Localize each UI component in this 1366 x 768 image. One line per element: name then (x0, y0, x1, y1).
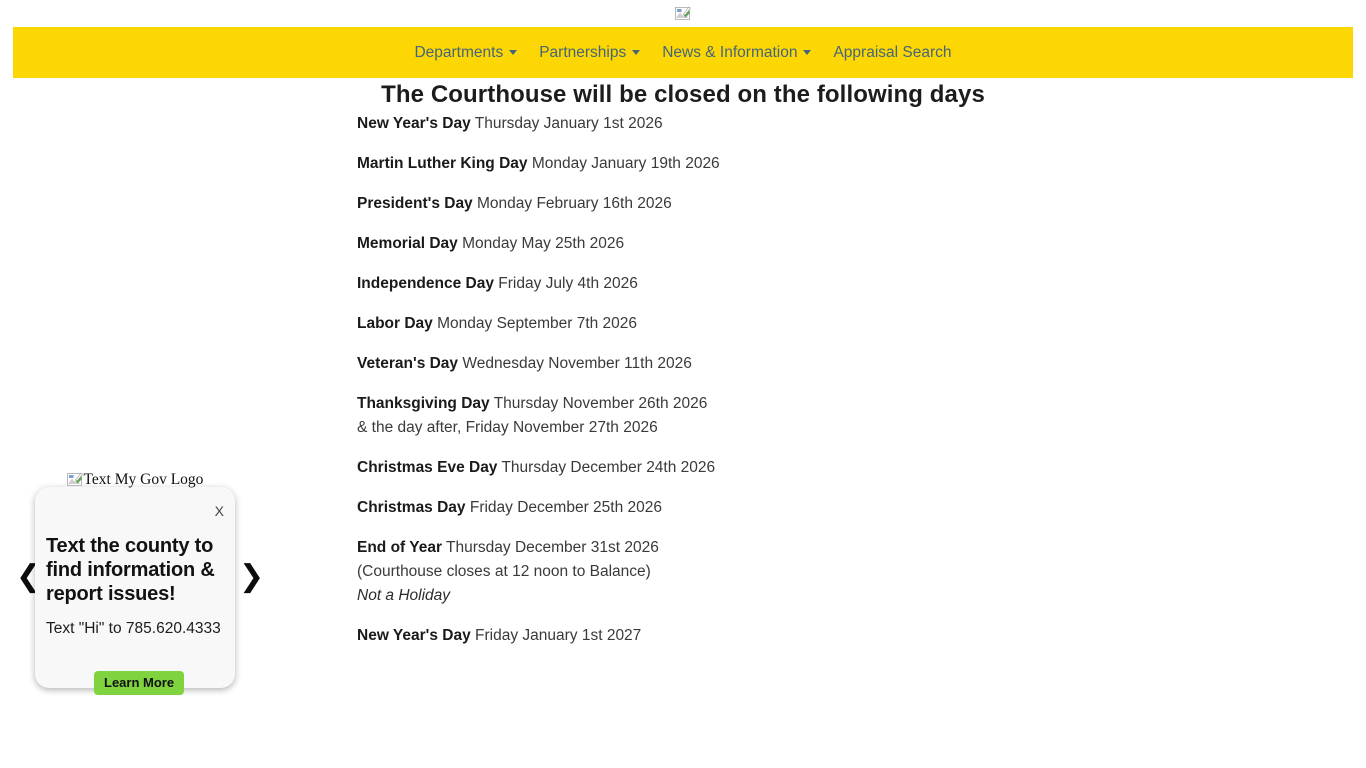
list-item: Memorial Day Monday May 25th 2026 (357, 232, 1057, 256)
holiday-name: Thanksgiving Day (357, 395, 490, 412)
promo-logo-alt-text: Text My Gov Logo (83, 471, 204, 488)
list-item: New Year's Day Friday January 1st 2027 (357, 624, 1057, 648)
textmygov-promo-widget: ❮ ❯ Text My Gov Logo X Text the county t… (10, 470, 272, 695)
holiday-date: Monday February 16th 2026 (477, 195, 672, 212)
list-item: Christmas Eve Day Thursday December 24th… (357, 456, 1057, 480)
list-item: End of Year Thursday December 31st 2026 … (357, 536, 1057, 608)
nav-item-departments-label: Departments (414, 43, 504, 61)
holiday-date: Friday December 25th 2026 (469, 499, 662, 516)
chevron-down-icon (632, 50, 641, 55)
holiday-closure-list: New Year's Day Thursday January 1st 2026… (357, 112, 1057, 648)
list-item: Christmas Day Friday December 25th 2026 (357, 496, 1057, 520)
broken-image-icon (66, 472, 83, 488)
nav-item-news-information[interactable]: News & Information (651, 45, 822, 61)
holiday-name: Memorial Day (357, 235, 458, 252)
chevron-down-icon (803, 50, 812, 55)
list-item: Independence Day Friday July 4th 2026 (357, 272, 1057, 296)
learn-more-button[interactable]: Learn More (94, 671, 185, 695)
nav-item-news-information-label: News & Information (662, 43, 798, 61)
promo-headline: Text the county to find information & re… (46, 535, 215, 605)
page-title: The Courthouse will be closed on the fol… (381, 81, 985, 108)
nav-item-appraisal-search-label: Appraisal Search (833, 43, 952, 61)
list-item: Martin Luther King Day Monday January 19… (357, 152, 1057, 176)
holiday-subnote: (Courthouse closes at 12 noon to Balance… (357, 563, 651, 580)
holiday-name: Veteran's Day (357, 355, 459, 372)
promo-card: Text My Gov Logo X Text the county to fi… (35, 471, 235, 695)
chevron-down-icon (509, 50, 518, 55)
holiday-date: Wednesday November 11th 2026 (462, 355, 692, 372)
holiday-date: Monday September 7th 2026 (437, 315, 638, 332)
holiday-name: New Year's Day (357, 115, 471, 132)
holiday-date: Friday July 4th 2026 (498, 275, 638, 292)
holiday-date: Thursday December 24th 2026 (501, 459, 716, 476)
holiday-date: Thursday January 1st 2026 (474, 115, 663, 132)
close-icon[interactable]: X (214, 503, 224, 519)
list-item: Labor Day Monday September 7th 2026 (357, 312, 1057, 336)
nav-item-partnerships-label: Partnerships (539, 43, 627, 61)
list-item: Thanksgiving Day Thursday November 26th … (357, 392, 1057, 440)
holiday-not-a-holiday-note: Not a Holiday (357, 587, 451, 604)
holiday-name: New Year's Day (357, 627, 471, 644)
holiday-name: End of Year (357, 539, 442, 556)
nav-list: Departments Partnerships News & Informat… (403, 45, 962, 61)
holiday-date: Monday January 19th 2026 (531, 155, 720, 172)
nav-item-appraisal-search[interactable]: Appraisal Search (822, 45, 962, 61)
main-navigation-bar: Departments Partnerships News & Informat… (13, 27, 1353, 78)
promo-subtext: Text "Hi" to 785.620.4333 (46, 620, 221, 637)
holiday-date: Thursday December 31st 2026 (446, 539, 659, 556)
promo-logo-row: Text My Gov Logo (35, 470, 235, 489)
nav-item-partnerships[interactable]: Partnerships (528, 45, 651, 61)
holiday-date: Monday May 25th 2026 (462, 235, 625, 252)
site-logo-container (0, 0, 1366, 27)
list-item: Veteran's Day Wednesday November 11th 20… (357, 352, 1057, 376)
holiday-name: Martin Luther King Day (357, 155, 528, 172)
nav-item-departments[interactable]: Departments (403, 45, 528, 61)
holiday-subnote: & the day after, Friday November 27th 20… (357, 419, 658, 436)
list-item: President's Day Monday February 16th 202… (357, 192, 1057, 216)
holiday-name: Christmas Eve Day (357, 459, 498, 476)
main-content: The Courthouse will be closed on the fol… (357, 78, 1057, 664)
holiday-name: Independence Day (357, 275, 494, 292)
holiday-date: Friday January 1st 2027 (475, 627, 642, 644)
holiday-name: President's Day (357, 195, 473, 212)
holiday-date: Thursday November 26th 2026 (493, 395, 708, 412)
holiday-name: Labor Day (357, 315, 433, 332)
list-item: New Year's Day Thursday January 1st 2026 (357, 112, 1057, 136)
promo-next-arrow[interactable]: ❯ (239, 559, 265, 594)
broken-image-icon (675, 6, 691, 22)
holiday-name: Christmas Day (357, 499, 466, 516)
